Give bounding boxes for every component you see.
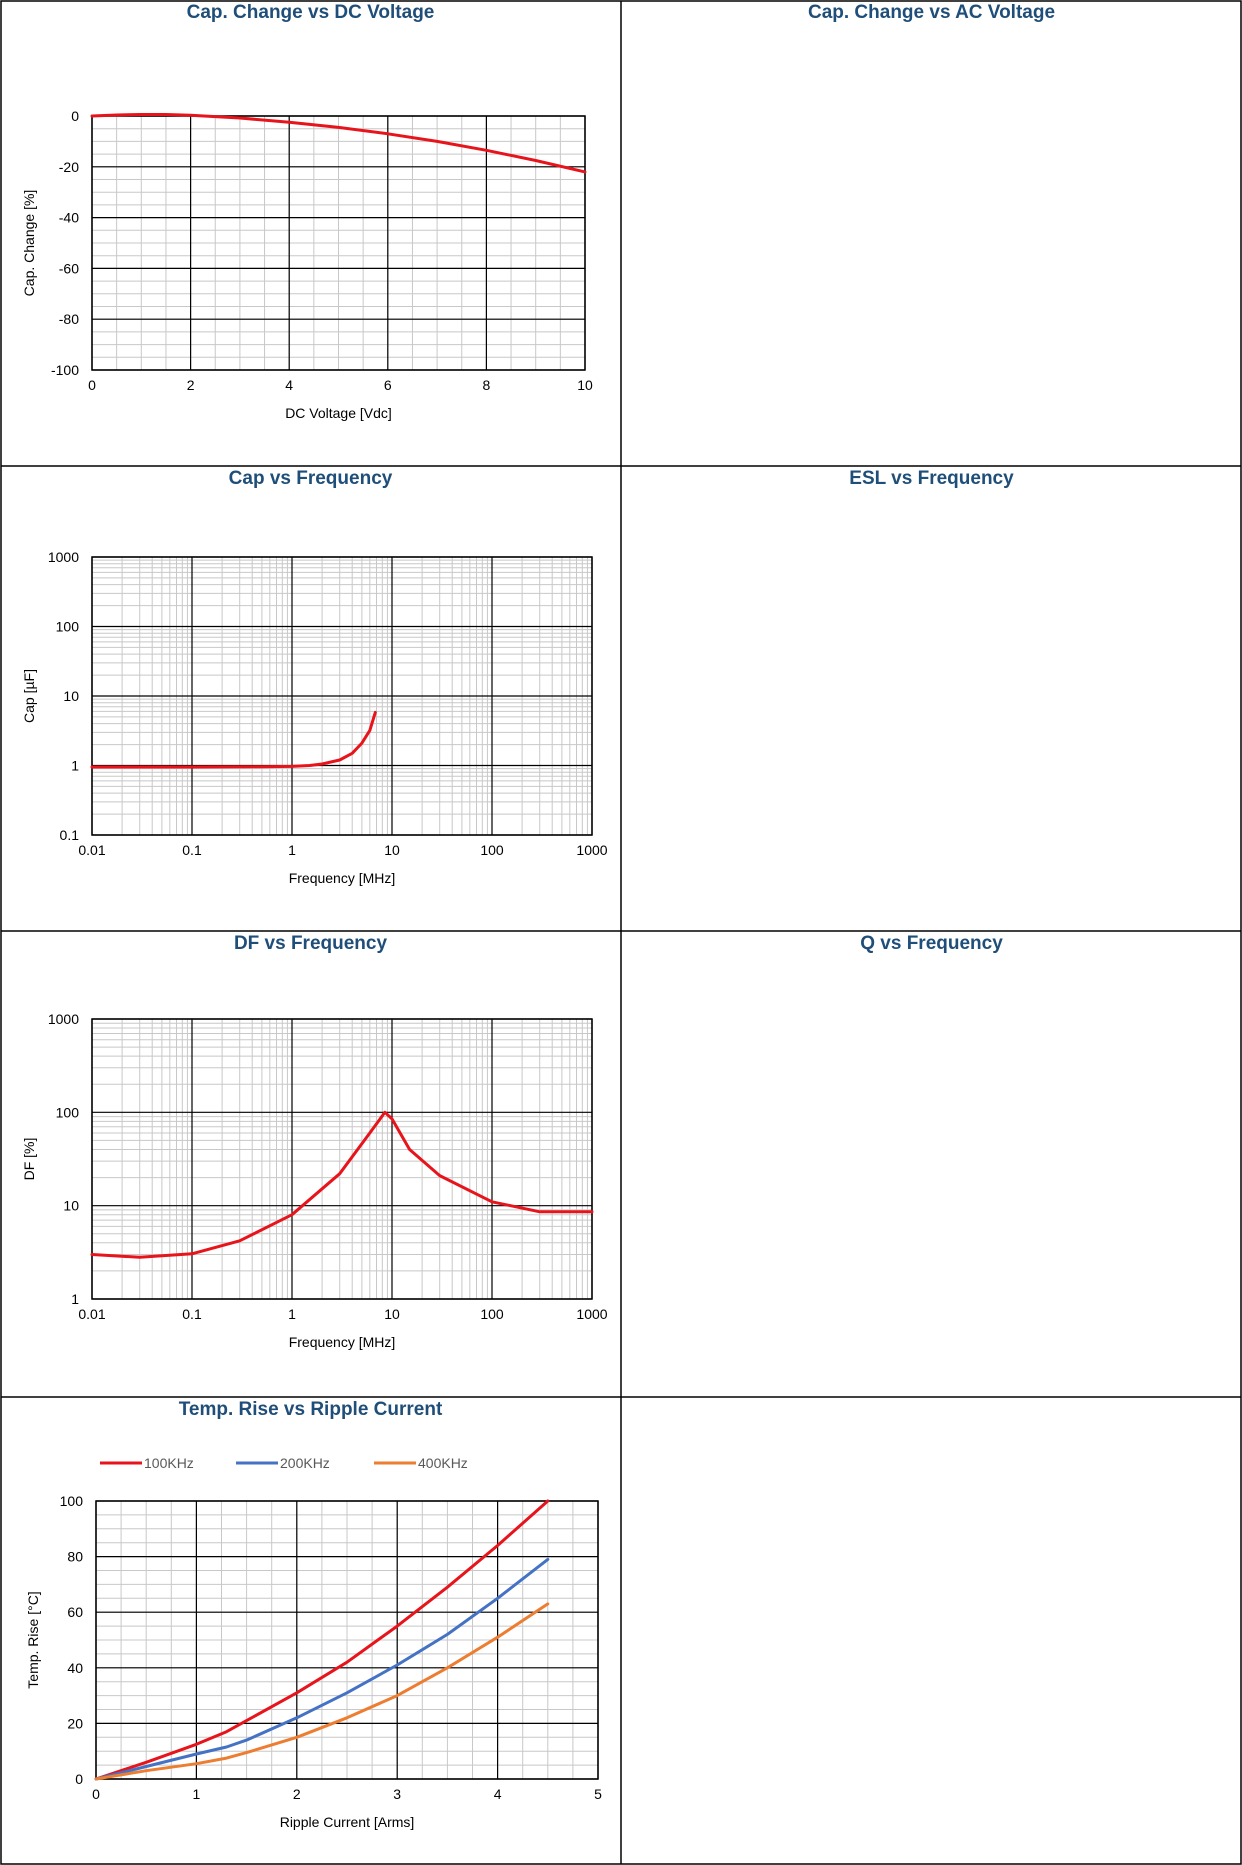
y-tick-label: 20 bbox=[67, 1715, 83, 1731]
y-tick-label: 0.1 bbox=[60, 827, 80, 843]
y-tick-label: 40 bbox=[67, 1660, 83, 1676]
chart-plot: 0 2 4 6 8 10 -100 -80 -60 -40 -20 0 DC Voltage [Vdc]… bbox=[21, 108, 593, 421]
series-line-series-0 bbox=[90, 113, 587, 174]
plot-area-frame bbox=[91, 1018, 593, 1300]
legend-label: 400KHz bbox=[418, 1455, 468, 1471]
x-tick-label: 2 bbox=[187, 377, 195, 393]
y-axis-label: Temp. Rise [°C] bbox=[25, 1591, 41, 1688]
x-tick-label: 2 bbox=[293, 1786, 301, 1802]
x-tick-label: 0.01 bbox=[78, 1306, 105, 1322]
plot-area-frame bbox=[95, 1500, 599, 1780]
y-axis-label: Cap [µF] bbox=[21, 669, 37, 723]
chart-cap-vs-frequency: Cap vs Frequency 0.01 0.1 1 10 100 1000 0.1 1 10… bbox=[0, 466, 621, 931]
x-tick-label: 8 bbox=[483, 377, 491, 393]
x-tick-label: 0 bbox=[88, 377, 96, 393]
y-tick-label: 80 bbox=[67, 1549, 83, 1565]
x-tick-label: 100 bbox=[480, 842, 504, 858]
x-tick-label: 1 bbox=[288, 842, 296, 858]
x-tick-label: 10 bbox=[384, 1306, 400, 1322]
chart-esl-vs-frequency: ESL vs Frequency 0.010.11101001000110100… bbox=[621, 466, 1242, 931]
plot-area-frame bbox=[91, 556, 593, 836]
x-tick-label: 0.01 bbox=[78, 842, 105, 858]
x-tick-label: 0 bbox=[92, 1786, 100, 1802]
chart-cap-change-dc: Cap. Change vs DC Voltage 0 2 4 6 8 10 -100 -80… bbox=[0, 0, 621, 466]
chart-title: ESL vs Frequency bbox=[849, 468, 1014, 489]
chart-title: Temp. Rise vs Ripple Current bbox=[178, 1399, 443, 1420]
legend-label: 200KHz bbox=[280, 1455, 330, 1471]
chart-title: Q vs Frequency bbox=[860, 933, 1003, 954]
x-tick-label: 6 bbox=[384, 377, 392, 393]
x-axis-label: Frequency [MHz] bbox=[289, 870, 396, 886]
y-tick-label: 100 bbox=[56, 1104, 80, 1120]
y-tick-label: -100 bbox=[51, 362, 79, 378]
chart-title: Cap vs Frequency bbox=[228, 468, 393, 489]
x-tick-label: 1 bbox=[193, 1786, 201, 1802]
x-axis-label: Frequency [MHz] bbox=[289, 1334, 396, 1350]
x-axis-label: Ripple Current [Arms] bbox=[280, 1814, 415, 1830]
series-line-400KHz bbox=[94, 1602, 550, 1781]
y-tick-label: 0 bbox=[71, 108, 79, 124]
chart-plot: 0 1 2 3 4 5 0 20 40 60 80 100 Ripple Current [Arms] T… bbox=[25, 1455, 602, 1830]
x-tick-label: 1000 bbox=[576, 842, 607, 858]
y-tick-label: 1 bbox=[71, 1291, 79, 1307]
x-tick-label: 0.1 bbox=[182, 1306, 202, 1322]
chart-plot: 0.01 0.1 1 10 100 1000 1 10 100 1000 Frequency [MH… bbox=[21, 1011, 608, 1350]
plot-area-frame bbox=[91, 115, 586, 371]
y-tick-label: -80 bbox=[59, 311, 79, 327]
y-tick-label: 1000 bbox=[48, 1011, 79, 1027]
y-tick-label: -40 bbox=[59, 210, 79, 226]
y-tick-label: 100 bbox=[56, 619, 80, 635]
x-tick-label: 4 bbox=[494, 1786, 502, 1802]
x-tick-label: 10 bbox=[577, 377, 593, 393]
series-line-series-0 bbox=[90, 710, 377, 769]
y-axis-label: DF [%] bbox=[21, 1138, 37, 1181]
x-tick-label: 0.1 bbox=[182, 842, 202, 858]
y-tick-label: 60 bbox=[67, 1604, 83, 1620]
y-axis-label: Cap. Change [%] bbox=[21, 190, 37, 297]
y-tick-label: 10 bbox=[63, 688, 79, 704]
y-tick-label: -60 bbox=[59, 260, 79, 276]
chart-q-vs-frequency: Q vs Frequency 0.010.111010010000.111010… bbox=[621, 931, 1242, 1397]
x-tick-label: 1000 bbox=[576, 1306, 607, 1322]
x-tick-label: 100 bbox=[480, 1306, 504, 1322]
chart-title: DF vs Frequency bbox=[233, 933, 388, 954]
y-tick-label: 0 bbox=[75, 1771, 83, 1787]
y-tick-label: 1 bbox=[71, 758, 79, 774]
chart-cap-change-ac: Cap. Change vs AC Voltage 0.0010.010.11-… bbox=[621, 0, 1242, 466]
series-line-series-0 bbox=[90, 1110, 594, 1259]
x-tick-label: 4 bbox=[285, 377, 293, 393]
series-line-100KHz bbox=[94, 1499, 550, 1781]
x-tick-label: 10 bbox=[384, 842, 400, 858]
x-axis-label: DC Voltage [Vdc] bbox=[285, 405, 392, 421]
chart-plot: 0.01 0.1 1 10 100 10000.11101001000Frequency … bbox=[21, 549, 608, 886]
chart-df-vs-frequency: DF vs Frequency 0.01 0.1 1 10 100 1000 1 10 100 1… bbox=[0, 931, 621, 1397]
legend-label: 100KHz bbox=[144, 1455, 194, 1471]
series-line-200KHz bbox=[94, 1557, 550, 1781]
x-tick-label: 1 bbox=[288, 1306, 296, 1322]
x-tick-label: 3 bbox=[393, 1786, 401, 1802]
y-tick-label: -20 bbox=[59, 159, 79, 175]
chart-temp-rise: Temp. Rise vs Ripple Current 0 1 2 3 4 5 0 20 40… bbox=[0, 1397, 621, 1865]
x-tick-label: 5 bbox=[594, 1786, 602, 1802]
y-tick-label: 10 bbox=[63, 1198, 79, 1214]
y-tick-label: 100 bbox=[60, 1493, 84, 1509]
chart-title: Cap. Change vs DC Voltage bbox=[186, 2, 435, 23]
y-tick-label: 1000 bbox=[48, 549, 79, 565]
chart-title: Cap. Change vs AC Voltage bbox=[807, 2, 1056, 23]
